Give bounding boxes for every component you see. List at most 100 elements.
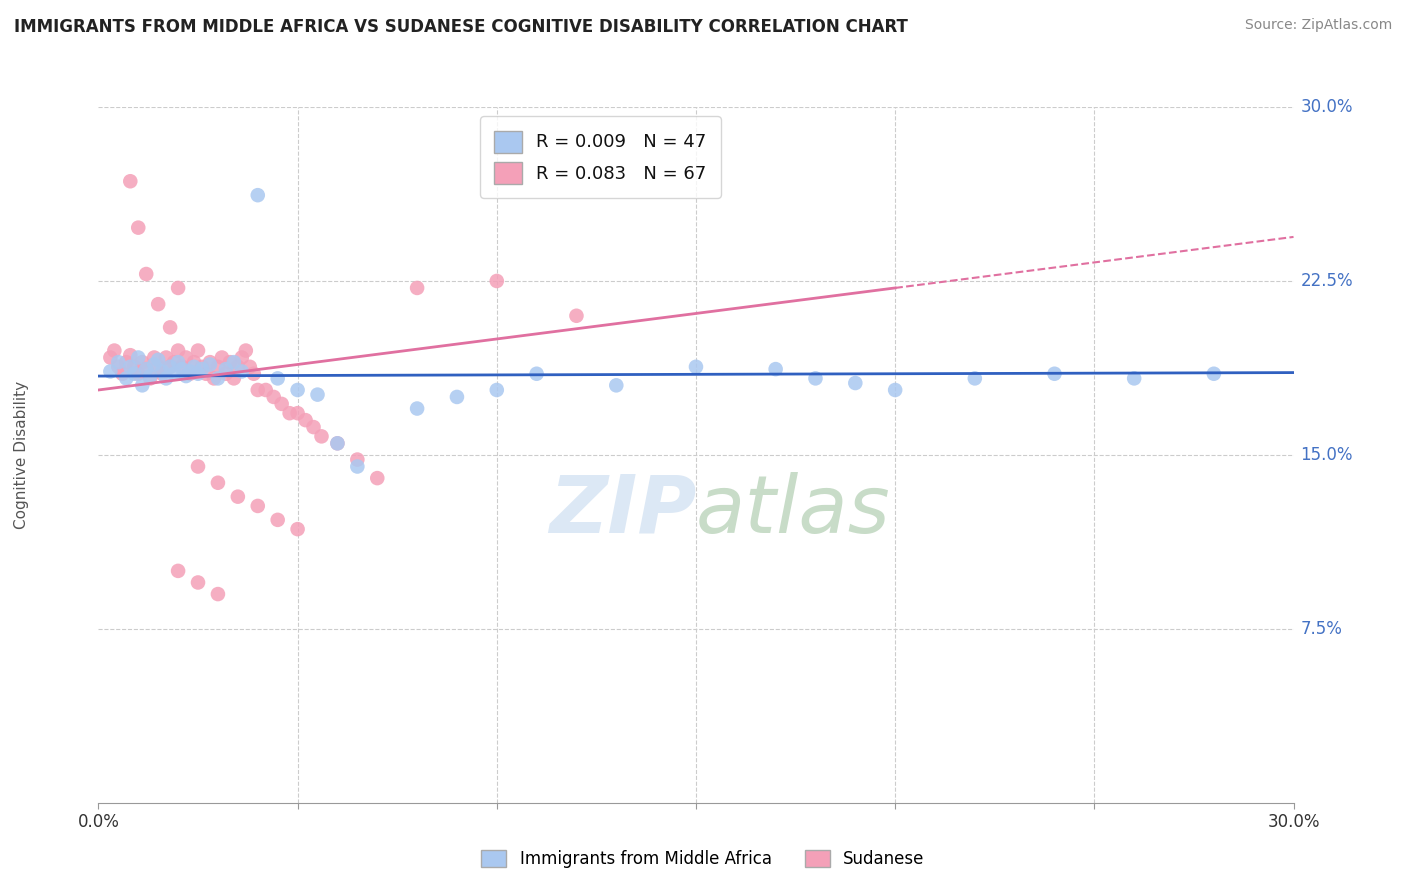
- Point: [239, 359, 262, 374]
- Point: [326, 436, 349, 450]
- Point: [226, 359, 249, 374]
- Point: [346, 459, 368, 474]
- Point: [963, 371, 986, 385]
- Point: [163, 355, 186, 369]
- Point: [187, 459, 209, 474]
- Point: [311, 429, 333, 443]
- Point: [174, 369, 197, 384]
- Point: [159, 320, 181, 334]
- Point: [135, 267, 157, 281]
- Point: [406, 281, 429, 295]
- Point: [215, 362, 238, 376]
- Point: [207, 359, 229, 374]
- Text: 22.5%: 22.5%: [1301, 272, 1353, 290]
- Point: [565, 309, 588, 323]
- Point: [150, 367, 173, 381]
- Point: [246, 188, 269, 202]
- Legend: Immigrants from Middle Africa, Sudanese: Immigrants from Middle Africa, Sudanese: [475, 843, 931, 875]
- Point: [155, 371, 177, 385]
- Point: [159, 359, 181, 374]
- Point: [183, 359, 205, 374]
- Point: [172, 362, 194, 376]
- Point: [131, 378, 153, 392]
- Text: atlas: atlas: [696, 472, 891, 549]
- Point: [207, 371, 229, 385]
- Point: [120, 174, 142, 188]
- Point: [485, 274, 508, 288]
- Point: [183, 355, 205, 369]
- Point: [179, 367, 201, 381]
- Point: [115, 355, 138, 369]
- Point: [254, 383, 277, 397]
- Point: [174, 351, 197, 365]
- Point: [278, 406, 301, 420]
- Point: [226, 490, 249, 504]
- Point: [179, 364, 201, 378]
- Point: [287, 522, 309, 536]
- Point: [135, 362, 157, 376]
- Point: [246, 383, 269, 397]
- Point: [346, 452, 368, 467]
- Point: [884, 383, 907, 397]
- Point: [155, 351, 177, 365]
- Point: [804, 371, 827, 385]
- Point: [485, 383, 508, 397]
- Point: [148, 359, 170, 374]
- Point: [139, 369, 162, 384]
- Point: [263, 390, 285, 404]
- Point: [1123, 371, 1146, 385]
- Point: [406, 401, 429, 416]
- Point: [163, 367, 186, 381]
- Point: [326, 436, 349, 450]
- Text: ZIP: ZIP: [548, 472, 696, 549]
- Point: [1202, 367, 1225, 381]
- Text: 30.0%: 30.0%: [1301, 98, 1353, 116]
- Point: [194, 367, 218, 381]
- Text: IMMIGRANTS FROM MIDDLE AFRICA VS SUDANESE COGNITIVE DISABILITY CORRELATION CHART: IMMIGRANTS FROM MIDDLE AFRICA VS SUDANES…: [14, 18, 908, 36]
- Point: [765, 362, 787, 376]
- Point: [198, 358, 221, 372]
- Point: [605, 378, 627, 392]
- Point: [143, 351, 166, 365]
- Point: [98, 364, 122, 378]
- Point: [187, 367, 209, 381]
- Point: [127, 367, 149, 381]
- Point: [215, 367, 238, 381]
- Point: [307, 387, 329, 401]
- Point: [366, 471, 388, 485]
- Point: [219, 355, 242, 369]
- Point: [167, 343, 190, 358]
- Point: [207, 587, 229, 601]
- Point: [844, 376, 866, 390]
- Point: [111, 367, 134, 381]
- Point: [148, 297, 170, 311]
- Point: [202, 371, 225, 385]
- Point: [120, 359, 142, 374]
- Point: [167, 281, 190, 295]
- Text: Cognitive Disability: Cognitive Disability: [14, 381, 28, 529]
- Text: 15.0%: 15.0%: [1301, 446, 1353, 464]
- Point: [198, 355, 221, 369]
- Point: [191, 359, 214, 374]
- Point: [231, 351, 253, 365]
- Point: [127, 351, 149, 365]
- Point: [222, 355, 245, 369]
- Text: 7.5%: 7.5%: [1301, 620, 1343, 638]
- Point: [207, 475, 229, 490]
- Point: [143, 358, 166, 372]
- Point: [159, 359, 181, 374]
- Point: [211, 351, 233, 365]
- Point: [231, 364, 253, 378]
- Point: [187, 343, 209, 358]
- Point: [115, 371, 138, 385]
- Point: [270, 397, 292, 411]
- Text: Source: ZipAtlas.com: Source: ZipAtlas.com: [1244, 18, 1392, 32]
- Point: [131, 355, 153, 369]
- Point: [243, 367, 266, 381]
- Point: [124, 359, 146, 374]
- Point: [685, 359, 707, 374]
- Point: [446, 390, 468, 404]
- Point: [1043, 367, 1066, 381]
- Point: [127, 220, 149, 235]
- Point: [235, 343, 257, 358]
